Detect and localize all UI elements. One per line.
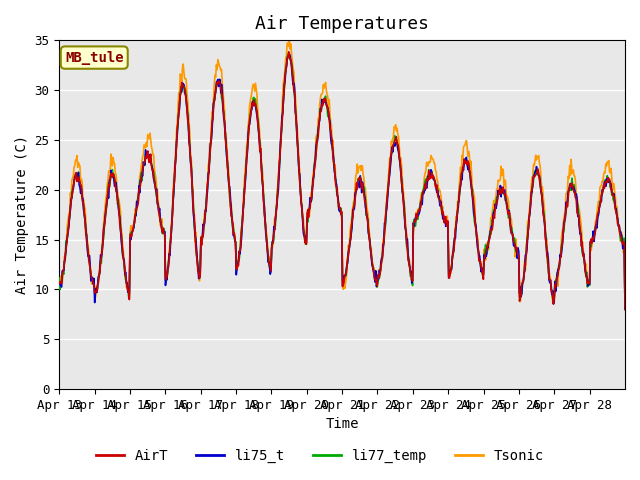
Y-axis label: Air Temperature (C): Air Temperature (C)	[15, 135, 29, 294]
Title: Air Temperatures: Air Temperatures	[255, 15, 429, 33]
Legend: AirT, li75_t, li77_temp, Tsonic: AirT, li75_t, li77_temp, Tsonic	[90, 443, 550, 468]
X-axis label: Time: Time	[325, 418, 359, 432]
Text: MB_tule: MB_tule	[65, 50, 124, 65]
